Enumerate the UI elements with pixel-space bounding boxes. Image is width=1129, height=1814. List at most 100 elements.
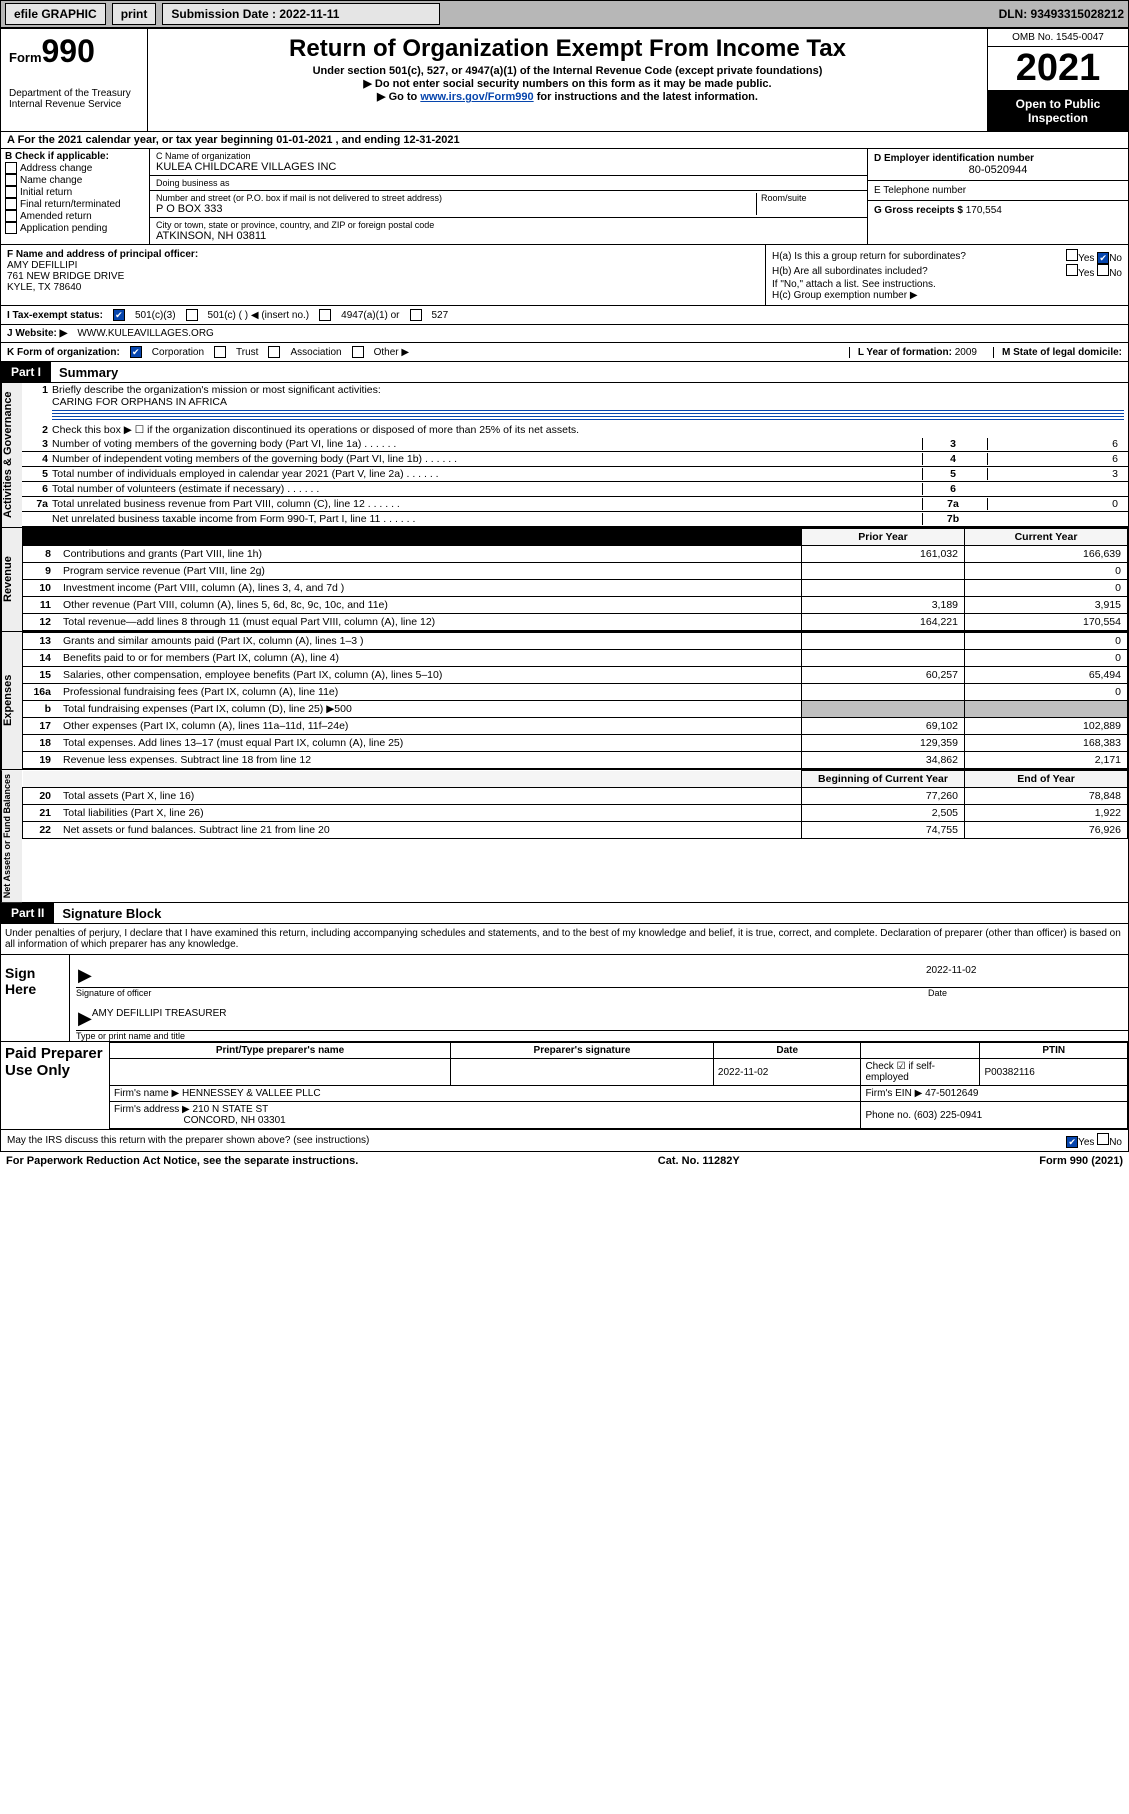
opt-501c: 501(c) ( ) ◀ (insert no.) bbox=[208, 310, 310, 321]
form-id-block: Form990 Department of the Treasury Inter… bbox=[1, 29, 148, 131]
opt-corporation: Corporation bbox=[152, 347, 204, 358]
table-row: 14Benefits paid to or for members (Part … bbox=[23, 650, 1128, 667]
section-b-block: B Check if applicable: Address change Na… bbox=[0, 149, 1129, 245]
chk-501c3-icon: ✔ bbox=[113, 309, 125, 321]
th-check bbox=[861, 1043, 980, 1059]
form-header: Form990 Department of the Treasury Inter… bbox=[0, 28, 1129, 132]
gov-line: 6Total number of volunteers (estimate if… bbox=[22, 482, 1128, 497]
declaration-text: Under penalties of perjury, I declare th… bbox=[0, 924, 1129, 955]
ssn-note: ▶ Do not enter social security numbers o… bbox=[156, 77, 979, 90]
k-label: K Form of organization: bbox=[7, 347, 120, 358]
hb-note: If "No," attach a list. See instructions… bbox=[772, 279, 1122, 290]
room-label: Room/suite bbox=[761, 193, 861, 203]
part-i-label: Part I bbox=[1, 362, 51, 382]
th-preparer-name: Print/Type preparer's name bbox=[110, 1043, 451, 1059]
opt-trust: Trust bbox=[236, 347, 258, 358]
table-row: 16aProfessional fundraising fees (Part I… bbox=[23, 684, 1128, 701]
chk-name-change[interactable]: Name change bbox=[5, 174, 145, 186]
discuss-row: May the IRS discuss this return with the… bbox=[0, 1130, 1129, 1152]
col-b-checkboxes: B Check if applicable: Address change Na… bbox=[1, 149, 150, 244]
e-phone-label: E Telephone number bbox=[874, 185, 1122, 196]
summary-net-assets: Net Assets or Fund Balances Beginning of… bbox=[0, 770, 1129, 903]
chk-initial-return[interactable]: Initial return bbox=[5, 186, 145, 198]
summary-governance: Activities & Governance 1 Briefly descri… bbox=[0, 383, 1129, 528]
table-row: 17Other expenses (Part IX, column (A), l… bbox=[23, 718, 1128, 735]
row-j-website: J Website: ▶ WWW.KULEAVILLAGES.ORG bbox=[0, 325, 1129, 343]
dba-label: Doing business as bbox=[156, 178, 861, 188]
th-date: Date bbox=[713, 1043, 861, 1059]
preparer-date: 2022-11-02 bbox=[713, 1059, 861, 1086]
chk-application-pending[interactable]: Application pending bbox=[5, 222, 145, 234]
goto-post: for instructions and the latest informat… bbox=[534, 91, 758, 103]
part-ii-label: Part II bbox=[1, 903, 54, 923]
discuss-yes-checked-icon: ✔ bbox=[1066, 1136, 1078, 1148]
print-button[interactable]: print bbox=[112, 3, 157, 25]
ptin-value: P00382116 bbox=[980, 1059, 1128, 1086]
paid-preparer-label: Paid Preparer Use Only bbox=[1, 1042, 109, 1129]
th-current-year: Current Year bbox=[965, 529, 1128, 546]
b-label: B Check if applicable: bbox=[5, 151, 145, 162]
sign-caret-icon: ▶ bbox=[78, 965, 92, 986]
chk-address-change[interactable]: Address change bbox=[5, 162, 145, 174]
f-principal-officer: F Name and address of principal officer:… bbox=[1, 245, 766, 305]
l-value: 2009 bbox=[955, 347, 977, 358]
chk-amended-return[interactable]: Amended return bbox=[5, 210, 145, 222]
c-org-name: KULEA CHILDCARE VILLAGES INC bbox=[156, 161, 861, 173]
name-label: Type or print name and title bbox=[76, 1031, 1128, 1041]
sign-date: 2022-11-02 bbox=[926, 965, 1126, 986]
signer-name: AMY DEFILLIPI TREASURER bbox=[92, 1008, 227, 1029]
discuss-yes: Yes bbox=[1078, 1137, 1094, 1148]
firm-addr2: CONCORD, NH 03301 bbox=[183, 1115, 285, 1126]
phone-value: (603) 225-0941 bbox=[914, 1110, 982, 1121]
header-title-block: Return of Organization Exempt From Incom… bbox=[148, 29, 988, 131]
form-number: 990 bbox=[42, 33, 95, 69]
table-row: 15Salaries, other compensation, employee… bbox=[23, 667, 1128, 684]
opt-other: Other ▶ bbox=[374, 347, 409, 358]
date-label: Date bbox=[928, 988, 1128, 998]
c-name-label: C Name of organization bbox=[156, 151, 861, 161]
gov-line: 7aTotal unrelated business revenue from … bbox=[22, 497, 1128, 512]
city-value: ATKINSON, NH 03811 bbox=[156, 230, 861, 242]
hc-label: H(c) Group exemption number ▶ bbox=[772, 290, 1122, 301]
part-i-title: Summary bbox=[51, 363, 126, 382]
submission-date-button[interactable]: Submission Date : 2022-11-11 bbox=[162, 3, 440, 25]
sidetab-expenses: Expenses bbox=[1, 632, 22, 769]
sign-here-label: Sign Here bbox=[1, 955, 69, 1041]
gov-line: 5Total number of individuals employed in… bbox=[22, 467, 1128, 482]
table-row: 13Grants and similar amounts paid (Part … bbox=[23, 633, 1128, 650]
table-net-assets: Beginning of Current YearEnd of Year 20T… bbox=[22, 770, 1128, 839]
opt-527: 527 bbox=[432, 310, 449, 321]
irs-link[interactable]: www.irs.gov/Form990 bbox=[420, 91, 533, 103]
firm-addr1: 210 N STATE ST bbox=[193, 1104, 269, 1115]
gov-line: 3Number of voting members of the governi… bbox=[22, 437, 1128, 452]
phone-label: Phone no. bbox=[865, 1110, 911, 1121]
th-begin-year: Beginning of Current Year bbox=[802, 771, 965, 788]
efile-graphic-button[interactable]: efile GRAPHIC bbox=[5, 3, 106, 25]
ha-no-checked-icon: ✔ bbox=[1097, 252, 1109, 264]
ha-label: H(a) Is this a group return for subordin… bbox=[772, 251, 966, 262]
summary-revenue: Revenue Prior YearCurrent Year 8Contribu… bbox=[0, 528, 1129, 632]
sidetab-revenue: Revenue bbox=[1, 528, 22, 631]
row-i-tax-status: I Tax-exempt status: ✔501(c)(3) 501(c) (… bbox=[0, 306, 1129, 325]
f-label: F Name and address of principal officer: bbox=[7, 249, 759, 260]
f-addr2: KYLE, TX 78640 bbox=[7, 282, 759, 293]
preparer-sig bbox=[451, 1059, 714, 1086]
discuss-question: May the IRS discuss this return with the… bbox=[7, 1135, 369, 1146]
footer-right: Form 990 (2021) bbox=[1039, 1155, 1123, 1167]
dln-text: DLN: 93493315028212 bbox=[999, 7, 1124, 21]
sign-caret-icon-2: ▶ bbox=[78, 1008, 92, 1029]
th-prior-year: Prior Year bbox=[802, 529, 965, 546]
chk-final-return[interactable]: Final return/terminated bbox=[5, 198, 145, 210]
part-ii-header: Part II Signature Block bbox=[0, 903, 1129, 924]
hb-yes: Yes bbox=[1078, 268, 1094, 279]
table-row: 21Total liabilities (Part X, line 26) 2,… bbox=[23, 805, 1128, 822]
street-label: Number and street (or P.O. box if mail i… bbox=[156, 193, 756, 203]
preparer-name bbox=[110, 1059, 451, 1086]
m-label: M State of legal domicile: bbox=[1002, 347, 1122, 358]
row-f-h: F Name and address of principal officer:… bbox=[0, 245, 1129, 306]
hb-no: No bbox=[1109, 268, 1122, 279]
table-row: 19Revenue less expenses. Subtract line 1… bbox=[23, 752, 1128, 769]
tax-year: 2021 bbox=[988, 47, 1128, 91]
table-row: 22Net assets or fund balances. Subtract … bbox=[23, 822, 1128, 839]
table-row: bTotal fundraising expenses (Part IX, co… bbox=[23, 701, 1128, 718]
